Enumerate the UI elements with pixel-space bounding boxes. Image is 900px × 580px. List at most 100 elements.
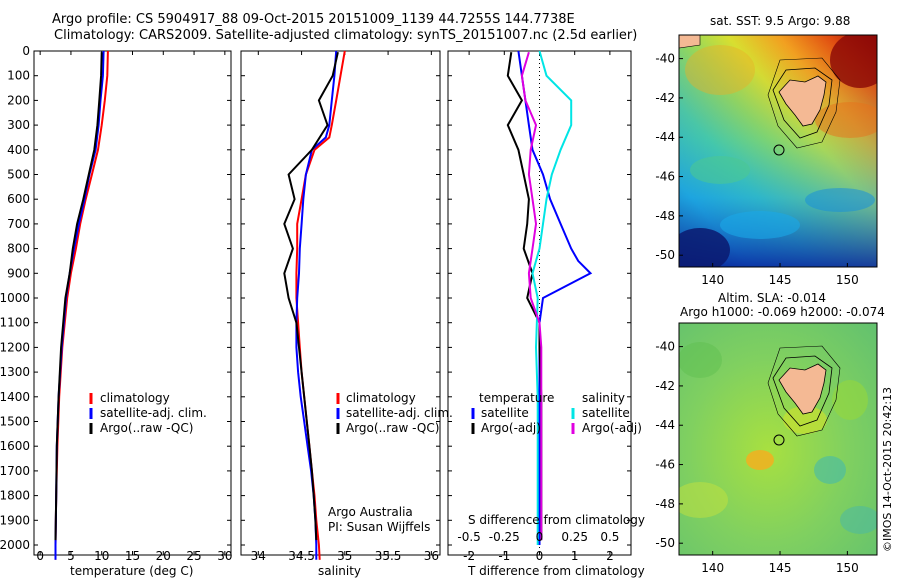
sal-legend-argo: Argo(..raw -QC) <box>346 421 440 435</box>
salinity-series-2 <box>283 51 339 541</box>
argo-position-marker-sla <box>773 434 785 446</box>
s-diff-tick-label: -0.25 <box>489 530 520 544</box>
diff-legend-temp-argo: Argo(-adj) <box>481 421 541 435</box>
depth-tick-label: 0 <box>22 44 30 58</box>
salinity-xlabel: salinity <box>318 564 362 578</box>
s-diff-tick-label: 0.5 <box>600 530 619 544</box>
salinity-xtick-label: 34 <box>251 549 266 563</box>
tasmania-land-sla <box>778 363 827 415</box>
map0-ytick-label: -46 <box>655 170 675 184</box>
depth-tick-label: 2000 <box>0 538 30 552</box>
sla-map-title: Altim. SLA: -0.014 <box>718 291 827 305</box>
s-diff-tick-label: -0.5 <box>457 530 480 544</box>
diff-legend-temp-sat: satellite <box>481 406 529 420</box>
sla-map-subtitle: Argo h1000: -0.069 h2000: -0.074 <box>680 305 885 319</box>
figure-subtitle: Climatology: CARS2009. Satellite-adjuste… <box>54 28 638 43</box>
map1-ytick-label: -46 <box>655 458 675 472</box>
depth-tick-label: 1100 <box>0 316 30 330</box>
map1-ytick-label: -44 <box>655 418 675 432</box>
difference-series-0 <box>517 50 593 545</box>
s-diff-label: S difference from climatology <box>468 513 645 527</box>
map0-ytick-label: -48 <box>655 209 675 223</box>
map1-xtick-label: 140 <box>701 561 724 575</box>
depth-tick-label: 1400 <box>0 390 30 404</box>
salinity-frame <box>240 50 441 556</box>
sla-map-patches <box>679 342 877 534</box>
shelf-contour-sla <box>772 355 833 427</box>
difference-xtick-label: -2 <box>463 549 475 563</box>
temp-legend-climatology: climatology <box>100 391 170 405</box>
map0-xtick-label: 145 <box>769 273 792 287</box>
sst-map-title: sat. SST: 9.5 Argo: 9.88 <box>710 14 851 28</box>
temperature-frame <box>33 50 232 556</box>
temperature-series-2 <box>54 52 103 541</box>
temperature-xlabel: temperature (deg C) <box>70 564 194 578</box>
temperature-xtick-label: 25 <box>186 549 201 563</box>
tasmania-land-sst <box>778 75 827 127</box>
temperature-xtick-label: 15 <box>125 549 140 563</box>
salinity-xtick-label: 34.5 <box>288 549 315 563</box>
depth-tick-label: 1300 <box>0 365 30 379</box>
depth-tick-label: 800 <box>7 242 30 256</box>
deep-contour-sla <box>767 345 841 437</box>
map0-ytick-label: -44 <box>655 130 675 144</box>
depth-tick-label: 500 <box>7 168 30 182</box>
map0-ytick-label: -40 <box>655 52 675 66</box>
argo-position-marker-sst <box>773 144 785 156</box>
map1-ytick-label: -42 <box>655 379 675 393</box>
temp-legend-satellite: satellite-adj. clim. <box>100 406 207 420</box>
map1-xtick-label: 150 <box>836 561 859 575</box>
map0-xtick-label: 140 <box>701 273 724 287</box>
difference-xtick-label: -1 <box>498 549 510 563</box>
map1-xtick-label: 145 <box>769 561 792 575</box>
depth-tick-label: 900 <box>7 266 30 280</box>
deep-contour-sst <box>767 57 841 149</box>
depth-tick-label: 1000 <box>0 291 30 305</box>
s-diff-tick-label: 0 <box>536 530 544 544</box>
depth-tick-label: 1500 <box>0 415 30 429</box>
sla-map-frame <box>678 322 878 556</box>
difference-panel <box>447 50 632 556</box>
sst-map-patches <box>679 35 877 267</box>
depth-tick-label: 400 <box>7 143 30 157</box>
difference-series-2 <box>531 50 573 545</box>
depth-tick-label: 600 <box>7 192 30 206</box>
depth-tick-label: 300 <box>7 118 30 132</box>
map0-ytick-label: -42 <box>655 91 675 105</box>
salinity-xtick-label: 35.5 <box>375 549 402 563</box>
depth-tick-label: 1600 <box>0 439 30 453</box>
depth-tick-label: 1800 <box>0 489 30 503</box>
depth-tick-label: 1900 <box>0 513 30 527</box>
diff-legend-temp-title: temperature <box>479 391 555 405</box>
map1-ytick-label: -40 <box>655 340 675 354</box>
s-diff-tick-label: 0.25 <box>561 530 588 544</box>
depth-tick-label: 200 <box>7 93 30 107</box>
temperature-xtick-label: 5 <box>67 549 75 563</box>
figure-title: Argo profile: CS 5904917_88 09-Oct-2015 … <box>52 12 575 27</box>
t-diff-xlabel: T difference from climatology <box>468 564 645 578</box>
map0-xtick-label: 150 <box>836 273 859 287</box>
difference-xtick-label: 1 <box>571 549 579 563</box>
map1-ytick-label: -50 <box>655 536 675 550</box>
depth-tick-label: 1700 <box>0 464 30 478</box>
salinity-xtick-label: 35 <box>337 549 352 563</box>
difference-xtick-label: 2 <box>606 549 614 563</box>
diff-legend-sal-sat: satellite <box>582 406 630 420</box>
difference-xtick-label: 0 <box>536 549 544 563</box>
map1-ytick-label: -48 <box>655 497 675 511</box>
salinity-xtick-label: 36 <box>424 549 439 563</box>
map0-ytick-label: -50 <box>655 248 675 262</box>
temperature-panel <box>33 50 232 560</box>
diff-legend-sal-argo: Argo(-adj) <box>582 421 642 435</box>
sst-map-frame <box>678 34 878 268</box>
sal-legend-satellite: satellite-adj. clim. <box>346 406 453 420</box>
temperature-xtick-label: 10 <box>94 549 109 563</box>
sal-legend-climatology: climatology <box>346 391 416 405</box>
argo-australia-note: Argo Australia <box>328 505 413 519</box>
temperature-xtick-label: 30 <box>217 549 232 563</box>
depth-tick-label: 700 <box>7 217 30 231</box>
salinity-panel <box>240 50 441 560</box>
temp-legend-argo: Argo(..raw -QC) <box>100 421 194 435</box>
depth-tick-label: 1200 <box>0 340 30 354</box>
